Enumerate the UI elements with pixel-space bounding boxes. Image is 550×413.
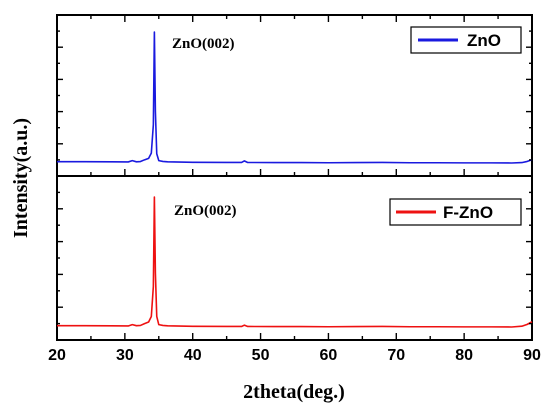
x-tick-label: 90: [523, 347, 541, 364]
x-tick-labels: 20 30 40 50 60 70 80 90: [48, 347, 541, 364]
peak-annotation-top: ZnO(002): [172, 36, 235, 52]
legend-label-f-zno: F-ZnO: [443, 203, 493, 222]
x-tick-label: 50: [252, 347, 270, 364]
x-axis-ticks-bottom: [56, 333, 533, 340]
y-axis-title: Intensity(a.u.): [10, 118, 32, 238]
x-axis-title: 2theta(deg.): [243, 381, 345, 403]
x-tick-label: 70: [387, 347, 405, 364]
y-axis-ticks: [57, 14, 532, 341]
series-line-f-zno: [57, 196, 533, 328]
x-tick-label: 80: [455, 347, 473, 364]
x-tick-label: 20: [48, 347, 66, 364]
x-tick-label: 30: [116, 347, 134, 364]
legend-label-zno: ZnO: [467, 31, 501, 50]
legend-bottom: F-ZnO: [389, 198, 522, 226]
x-axis-ticks-divider: [56, 169, 533, 176]
x-axis-ticks-top: [56, 15, 533, 22]
x-tick-label: 40: [184, 347, 202, 364]
peak-annotation-bottom: ZnO(002): [174, 203, 237, 219]
legend-top: ZnO: [410, 26, 522, 54]
x-tick-label: 60: [320, 347, 338, 364]
series-line-zno: [57, 31, 533, 164]
legend-box-top: [410, 26, 522, 54]
plot-frame: [56, 14, 533, 341]
